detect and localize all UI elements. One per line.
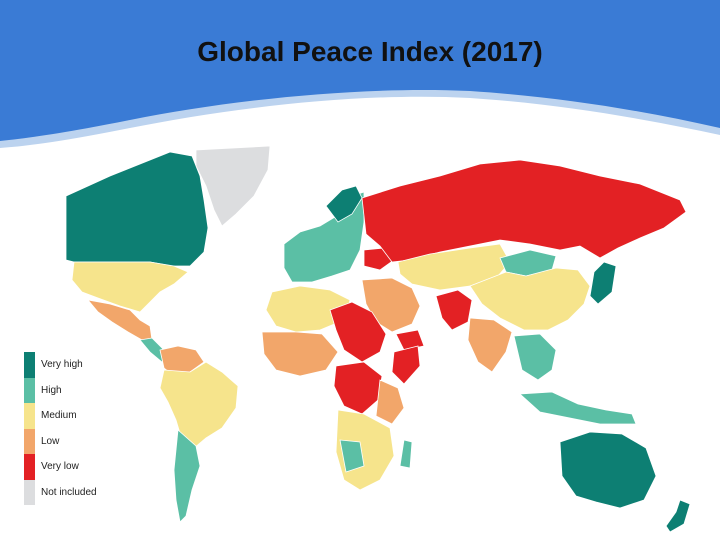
- legend-item: Very high: [24, 352, 144, 378]
- legend-item: Low: [24, 428, 144, 454]
- region-east-africa: [375, 379, 405, 425]
- legend-swatch: [24, 479, 35, 505]
- legend-label: Very high: [41, 359, 83, 370]
- legend-label: High: [41, 384, 62, 396]
- legend-swatch: [24, 352, 35, 378]
- region-madagascar: [399, 439, 413, 469]
- region-botswana-namibia: [339, 439, 365, 473]
- region-southeast-asia: [513, 333, 557, 381]
- region-new-zealand: [665, 499, 691, 533]
- region-southern-cone: [173, 429, 201, 523]
- region-somalia: [391, 345, 421, 385]
- header-band-blue: [0, 0, 720, 141]
- legend-item: Medium: [24, 403, 144, 429]
- header-banner: [0, 0, 720, 148]
- legend-label: Very low: [41, 461, 79, 472]
- legend-label: Medium: [41, 410, 77, 421]
- region-south-america: [159, 361, 239, 449]
- region-venezuela-colombia: [159, 345, 205, 377]
- region-canada: [66, 151, 209, 267]
- slide-title: Global Peace Index (2017): [197, 36, 543, 67]
- legend-swatch: [24, 428, 35, 454]
- region-west-africa: [261, 331, 339, 377]
- region-usa: [71, 261, 189, 313]
- legend-swatch: [24, 377, 35, 403]
- legend-swatch: [24, 454, 35, 480]
- region-australia: [559, 431, 657, 509]
- region-afghanistan-pakistan: [435, 289, 473, 331]
- region-japan-korea: [589, 261, 617, 305]
- legend: Very high High Medium Low Very low Not includ…: [24, 352, 144, 505]
- region-indonesia: [519, 391, 637, 425]
- legend-swatch: [24, 403, 35, 429]
- world-map: [66, 145, 691, 533]
- region-libya-sudan: [329, 301, 387, 363]
- region-greenland: [195, 145, 271, 227]
- region-china: [469, 267, 591, 331]
- region-india: [467, 317, 513, 373]
- legend-label: Not included: [41, 486, 97, 498]
- legend-label: Low: [41, 435, 60, 447]
- region-yemen: [395, 329, 425, 351]
- region-north-africa: [265, 285, 351, 333]
- legend-item: Not included: [24, 479, 144, 505]
- legend-item: High: [24, 377, 144, 403]
- legend-item: Very low: [24, 454, 144, 480]
- region-central-africa: [333, 361, 383, 415]
- region-russia: [361, 159, 687, 263]
